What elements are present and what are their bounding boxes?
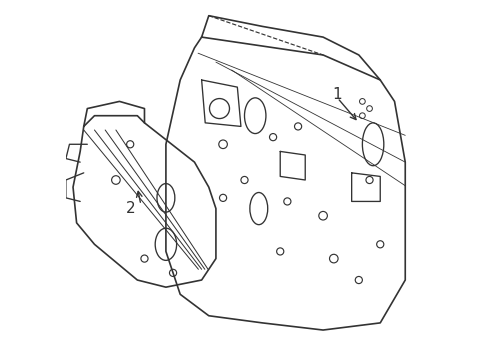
Text: 2: 2 <box>125 201 135 216</box>
Text: 1: 1 <box>332 87 342 102</box>
